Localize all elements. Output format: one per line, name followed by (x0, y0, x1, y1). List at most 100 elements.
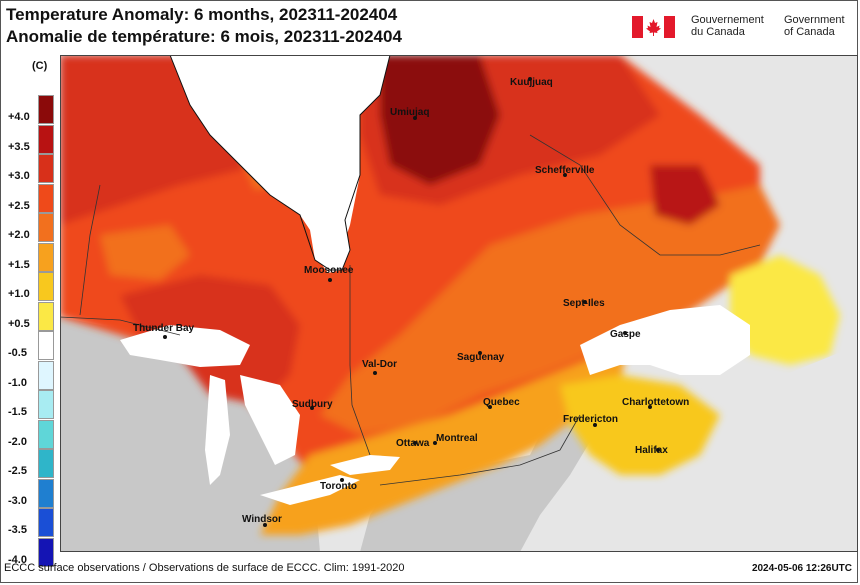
boundary-manitoba-ontario (79, 184, 101, 316)
labrador-sea (750, 55, 858, 295)
svg-text:Kuujjuaq: Kuujjuaq (510, 77, 553, 88)
svg-text:Montreal: Montreal (436, 433, 478, 444)
city-sept-iles: Sept-Iles (563, 298, 605, 309)
source-note: ECCC surface observations / Observations… (4, 562, 405, 574)
legend-tick-label: -2.5 (8, 465, 27, 477)
government-name-french: Gouvernement du Canada (691, 14, 764, 38)
svg-text:Windsor: Windsor (242, 514, 282, 525)
legend-swatch (38, 183, 54, 213)
lake-huron (240, 375, 300, 465)
legend-tick-label: -4.0 (8, 553, 27, 566)
legend-swatch (38, 95, 54, 124)
lake-superior (120, 325, 250, 367)
legend-swatch (38, 537, 54, 567)
lake-ontario (330, 455, 400, 475)
legend-tick-label: +2.0 (8, 229, 30, 241)
svg-text:Charlottetown: Charlottetown (622, 397, 689, 408)
svg-text:Sept-Iles: Sept-Iles (563, 298, 605, 309)
hudson-bay (170, 55, 390, 270)
legend-tick-label: -2.0 (8, 435, 27, 448)
svg-text:Ottawa: Ottawa (396, 438, 430, 449)
legend-tick-label: +0.5 (8, 317, 30, 330)
legend-swatch (38, 272, 54, 301)
legend-swatch (38, 449, 54, 478)
boundary-quebec-labrador (529, 134, 761, 256)
legend-tick-label: -3.5 (8, 524, 27, 536)
svg-text:Schefferville: Schefferville (535, 165, 595, 176)
legend-tick-label: -1.0 (8, 376, 27, 389)
legend-tick-label: +4.0 (8, 111, 30, 123)
city-halifax: Halifax (635, 445, 668, 456)
city-umiujaq: Umiujaq (390, 107, 429, 120)
gulf-of-st-lawrence (580, 305, 750, 375)
temperature-anomaly-map: Kuujjuaq Umiujaq Schefferville Moosonee … (60, 55, 858, 552)
svg-text:Fredericton: Fredericton (563, 414, 618, 425)
legend-tick-label: +1.5 (8, 258, 30, 271)
timestamp: 2024-05-06 12:26UTC (751, 563, 852, 574)
james-bay (310, 215, 350, 273)
svg-text:Quebec: Quebec (483, 397, 520, 408)
lake-erie (260, 475, 360, 505)
svg-text:Umiujaq: Umiujaq (390, 107, 429, 118)
legend-swatch (38, 154, 54, 183)
city-sudbury: Sudbury (292, 399, 333, 410)
lake-michigan (205, 375, 230, 485)
legend-swatch (38, 242, 54, 272)
region-plus-4-0-ungava (380, 55, 500, 185)
legend-tick-label: -3.0 (8, 494, 27, 507)
city-windsor: Windsor (242, 514, 282, 527)
svg-text:Toronto: Toronto (320, 481, 357, 492)
city-fredericton: Fredericton (563, 414, 618, 427)
boundary-us-canada (60, 316, 581, 486)
svg-text:Gaspe: Gaspe (610, 329, 641, 340)
city-quebec: Quebec (483, 397, 520, 409)
us-landmass (60, 317, 320, 552)
city-charlottetown: Charlottetown (622, 397, 689, 409)
map-border (60, 55, 858, 552)
title-french: Anomalie de température: 6 mois, 202311-… (6, 27, 402, 46)
city-gaspe: Gaspe (610, 329, 641, 340)
government-name-english: Government of Canada (784, 14, 845, 38)
city-saguenay: Saguenay (457, 351, 505, 363)
svg-text:Val-Dor: Val-Dor (362, 359, 397, 370)
city-kuujjuaq: Kuujjuaq (510, 77, 553, 88)
legend-tick-label: +2.5 (8, 199, 30, 212)
legend-swatch (38, 213, 54, 242)
coastlines (169, 55, 391, 271)
legend-tick-label: +3.5 (8, 140, 30, 153)
city-val-dor: Val-Dor (362, 359, 397, 375)
region-plus-1-0-newfoundland (730, 255, 840, 365)
svg-text:Halifax: Halifax (635, 445, 668, 456)
svg-text:Moosonee: Moosonee (304, 265, 354, 276)
legend-swatch (38, 508, 54, 537)
legend-swatch (38, 390, 54, 419)
svg-text:Saguenay: Saguenay (457, 352, 505, 363)
svg-text:Thunder Bay: Thunder Bay (133, 323, 195, 334)
legend-tick-label: +3.0 (8, 170, 30, 182)
canada-flag-icon (632, 16, 675, 38)
title-english: Temperature Anomaly: 6 months, 202311-20… (6, 5, 398, 24)
city-schefferville: Schefferville (535, 165, 595, 177)
legend-tick-label: -0.5 (8, 347, 27, 359)
city-moosonee: Moosonee (304, 265, 354, 282)
legend-swatch (38, 360, 54, 390)
legend-swatch (38, 301, 54, 331)
legend-swatch (38, 331, 54, 360)
svg-text:Sudbury: Sudbury (292, 399, 333, 410)
legend-swatch (38, 124, 54, 154)
legend-unit: (C) (32, 60, 48, 72)
city-thunder-bay: Thunder Bay (133, 323, 195, 339)
region-plus-2-0 (260, 335, 630, 535)
region-plus-3-5-labrador (650, 165, 720, 225)
atlantic-ocean (580, 345, 858, 552)
region-plus-1-5-maritimes (560, 375, 720, 475)
city-toronto: Toronto (320, 478, 357, 492)
legend-swatch (38, 419, 54, 449)
city-markers: Kuujjuaq Umiujaq Schefferville Moosonee … (133, 77, 689, 527)
boundary-ontario-quebec (349, 265, 371, 456)
legend-tick-label: +1.0 (8, 288, 30, 300)
region-plus-2-5-orange (320, 185, 780, 435)
legend-swatch (38, 478, 54, 508)
legend-tick-label: -1.5 (8, 406, 27, 418)
us-landmass-east (360, 395, 600, 552)
